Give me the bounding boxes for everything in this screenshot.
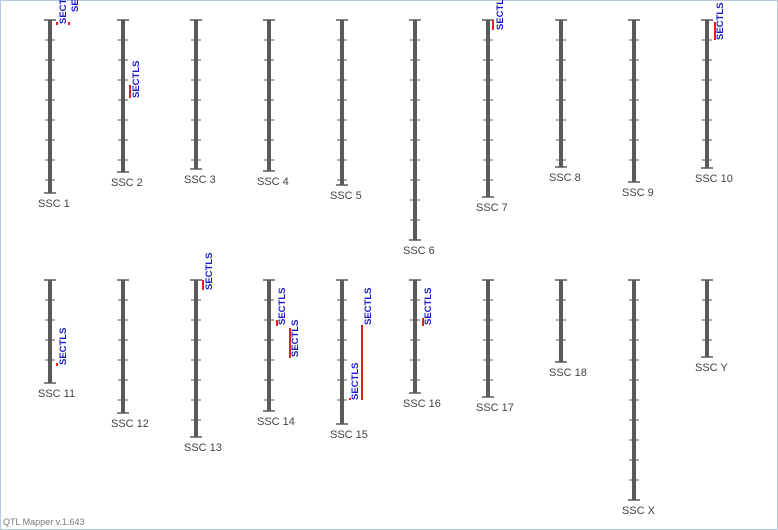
qtl-label: SECTLS: [277, 288, 288, 325]
chromosome: [267, 280, 271, 411]
chromosome: [486, 20, 490, 197]
qtl-label: SECTLS: [131, 61, 142, 98]
chromosome: [48, 20, 52, 193]
chromosome-label: SSC 10: [695, 173, 733, 185]
qtl-label: SECTLS: [423, 288, 434, 325]
qtl-label: SECTLS: [58, 328, 69, 365]
chromosome: [194, 280, 198, 437]
chromosome-label: SSC 3: [184, 174, 216, 186]
chromosome-label: SSC 14: [257, 416, 295, 428]
qtl-label: SECTLS: [290, 320, 301, 357]
chromosome-label: SSC X: [622, 505, 656, 517]
qtl-label: SECTLS: [495, 0, 506, 30]
footer: QTL Mapper v.1.643: [3, 517, 85, 527]
chromosome-label: SSC 15: [330, 429, 368, 441]
chromosome: [559, 280, 563, 362]
chromosome: [48, 280, 52, 383]
qtl-label: SECTLS: [715, 3, 726, 40]
chromosome-label: SSC 18: [549, 367, 587, 379]
chromosome: [705, 20, 709, 168]
chromosome-label: SSC 11: [38, 388, 75, 400]
chromosome-label: SSC 17: [476, 402, 514, 414]
chromosome: [340, 20, 344, 185]
chromosome: [559, 20, 563, 167]
chromosome-label: SSC 5: [330, 190, 362, 202]
chromosome: [632, 280, 636, 500]
chromosome-label: SSC 1: [38, 198, 70, 210]
chromosome-label: SSC 8: [549, 172, 581, 184]
qtl-label: SECTLS: [363, 288, 374, 325]
chromosome: [632, 20, 636, 182]
qtl-label: SECTLS: [204, 253, 215, 290]
chromosome: [267, 20, 271, 171]
chromosome-label: SSC 4: [257, 176, 289, 188]
chromosome: [413, 20, 417, 240]
chromosome-label: SSC 13: [184, 442, 222, 454]
chromosome-label: SSC 2: [111, 177, 143, 189]
chromosome-label: SSC 7: [476, 202, 508, 214]
qtl-label: SECTLS: [70, 0, 81, 12]
chromosome-label: SSC 12: [111, 418, 149, 430]
chromosome: [340, 280, 344, 424]
chromosome: [413, 280, 417, 393]
chromosome-label: SSC 16: [403, 398, 441, 410]
qtl-label: SECTLS: [350, 363, 361, 400]
chromosome: [486, 280, 490, 397]
chromosome: [121, 20, 125, 172]
chromosome: [705, 280, 709, 357]
qtl-label: SECTLS: [58, 0, 69, 24]
chromosome-label: SSC Y: [695, 362, 728, 374]
chromosome: [121, 280, 125, 413]
chromosome-label: SSC 6: [403, 245, 435, 257]
chromosome-label: SSC 9: [622, 187, 654, 199]
chromosome: [194, 20, 198, 169]
